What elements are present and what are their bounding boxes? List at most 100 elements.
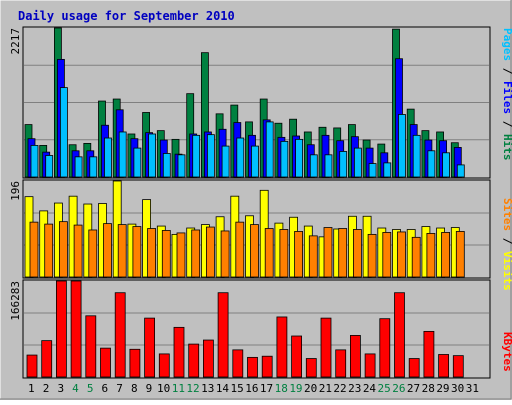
day-label: 23: [348, 382, 361, 395]
pages-bar: [398, 114, 406, 178]
sites-bar: [279, 229, 289, 278]
sites-bar: [220, 230, 230, 278]
panel-hits-frame: [22, 26, 491, 179]
kbytes-bar: [70, 280, 82, 378]
sites-bar: [44, 223, 54, 278]
kbytes-bar: [394, 292, 405, 378]
day-label: 5: [87, 382, 94, 395]
sites-bar: [367, 233, 377, 278]
kbytes-bar: [364, 353, 376, 378]
day-label: 7: [116, 382, 123, 395]
sites-bar: [191, 229, 201, 278]
sites-bar: [161, 230, 171, 278]
axis-label-sep: /: [501, 114, 512, 134]
kbytes-bar: [452, 355, 464, 378]
kbytes-bar: [247, 356, 258, 378]
kbytes-bar: [320, 317, 332, 378]
panel-kbytes-frame: [22, 279, 491, 379]
sites-bar: [338, 228, 348, 278]
day-label: 13: [201, 382, 214, 395]
pages-bar: [236, 137, 245, 178]
kbytes-bar: [438, 354, 450, 378]
day-label: 28: [422, 382, 435, 395]
day-label: 10: [157, 382, 170, 395]
bars-layer: [24, 27, 465, 378]
day-label: 1: [28, 382, 35, 395]
max-label-kbytes: 166283: [9, 281, 22, 321]
day-label: 26: [392, 382, 405, 395]
day-label: 16: [245, 382, 258, 395]
kbytes-bar: [202, 339, 214, 378]
day-label: 15: [231, 382, 244, 395]
pages-bar: [192, 134, 201, 178]
axis-label-sep: /: [501, 61, 512, 81]
day-label: 4: [72, 382, 79, 395]
sites-bar: [264, 228, 274, 278]
kbytes-bar: [188, 343, 200, 378]
kbytes-bar: [291, 335, 303, 378]
sites-bar: [294, 231, 304, 278]
pages-bar: [442, 152, 451, 178]
pages-bar: [251, 145, 259, 178]
pages-bar: [280, 140, 289, 178]
sites-bar: [117, 224, 127, 278]
kbytes-bar: [217, 292, 229, 378]
kbytes-bar: [349, 335, 361, 378]
sites-bar: [441, 232, 451, 278]
pages-bar: [412, 134, 421, 178]
kbytes-bar: [100, 347, 111, 378]
axis-label-kbytes-word: KBytes: [501, 332, 512, 372]
sites-bar: [59, 221, 68, 278]
pages-bar: [133, 147, 142, 178]
day-label: 31: [466, 382, 479, 395]
axis-label-visits: Sites / Visits: [501, 198, 512, 291]
day-label: 8: [131, 382, 138, 395]
sites-bar: [132, 226, 142, 278]
day-label: 25: [378, 382, 391, 395]
kbytes-bar: [173, 326, 185, 378]
axis-label-kbytes: KBytes: [501, 332, 512, 372]
axis-label-sep: /: [501, 231, 512, 251]
day-label: 11: [172, 382, 185, 395]
pages-bar: [456, 164, 465, 178]
sites-bar: [250, 224, 259, 278]
pages-bar: [295, 138, 304, 178]
kbytes-bar: [144, 317, 156, 378]
kbytes-bar: [232, 349, 244, 378]
day-label: 21: [319, 382, 332, 395]
sites-bar: [426, 233, 436, 278]
kbytes-bar: [26, 354, 38, 378]
day-label: 9: [146, 382, 153, 395]
kbytes-bar: [114, 292, 126, 378]
kbytes-bar: [158, 353, 170, 378]
max-label-hits: 2217: [9, 28, 22, 55]
day-label: 6: [102, 382, 109, 395]
kbytes-bar: [276, 316, 288, 378]
kbytes-bar: [379, 318, 391, 378]
day-label: 14: [216, 382, 230, 395]
pages-bar: [148, 133, 157, 178]
sites-bar: [205, 226, 215, 278]
kbytes-bar: [335, 349, 347, 378]
sites-bar: [397, 231, 406, 278]
pages-bar: [118, 131, 127, 178]
sites-bar: [147, 228, 157, 278]
sites-bar: [29, 221, 39, 278]
axis-label-hits: Pages / Files / Hits: [501, 28, 512, 161]
day-label: 30: [451, 382, 464, 395]
pages-bar: [89, 156, 98, 178]
kbytes-bar: [305, 358, 317, 378]
day-label: 17: [260, 382, 273, 395]
pages-bar: [309, 154, 318, 178]
pages-bar: [74, 156, 83, 178]
chart-title: Daily usage for September 2010: [18, 9, 235, 23]
axis-label-files: Files: [501, 81, 512, 114]
pages-bar: [427, 150, 436, 178]
kbytes-bar: [261, 355, 273, 378]
axis-label-hits-word: Hits: [501, 134, 512, 161]
max-label-visits: 196: [9, 181, 22, 201]
sites-bar: [382, 232, 392, 278]
pages-bar: [368, 163, 377, 178]
axis-label-sites: Sites: [501, 198, 512, 231]
